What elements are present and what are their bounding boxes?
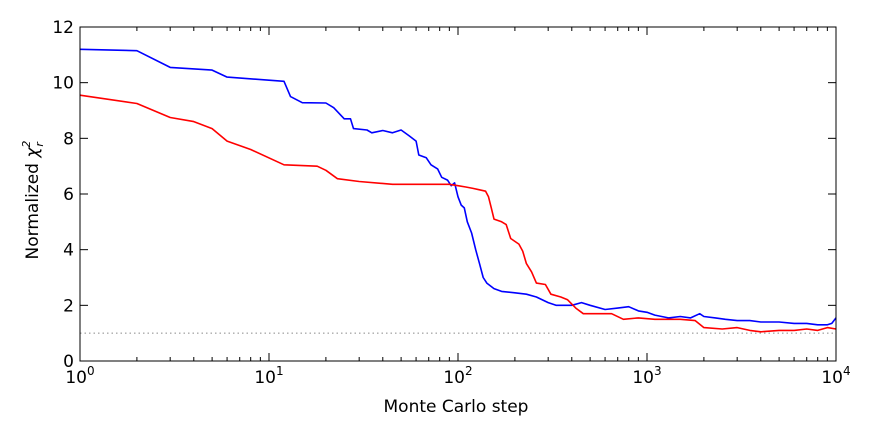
y-axis-label-symbol: χ bbox=[23, 147, 43, 159]
x-tick-label-exp: 4 bbox=[843, 364, 851, 378]
series-line-2 bbox=[79, 94, 837, 333]
x-ticks: 100 101 102 103 104 bbox=[65, 27, 851, 388]
x-axis-label: Monte Carlo step bbox=[384, 397, 529, 417]
x-tick-label-exp: 2 bbox=[465, 364, 473, 378]
x-tick-label: 100 bbox=[65, 364, 94, 388]
y-axis-label-sup: 2 bbox=[20, 141, 33, 148]
y-tick-label: 8 bbox=[63, 129, 74, 149]
x-tick-label-exp: 1 bbox=[276, 364, 284, 378]
series-layer bbox=[79, 48, 837, 333]
y-ticks: 0 2 4 6 8 10 12 bbox=[52, 18, 836, 372]
x-tick-label: 104 bbox=[821, 364, 850, 388]
x-tick-label-exp: 0 bbox=[87, 364, 95, 378]
y-tick-label: 2 bbox=[63, 296, 74, 316]
x-tick-label: 101 bbox=[254, 364, 283, 388]
series-line-1 bbox=[79, 48, 837, 326]
x-tick-label-base: 10 bbox=[632, 368, 654, 388]
x-tick-label-exp: 3 bbox=[654, 364, 662, 378]
y-tick-label: 10 bbox=[52, 74, 74, 94]
x-tick-label-base: 10 bbox=[65, 368, 87, 388]
y-axis-label-main: Normalized bbox=[23, 158, 43, 260]
y-tick-label: 4 bbox=[63, 241, 74, 261]
y-tick-label: 0 bbox=[63, 352, 74, 372]
y-tick-label: 6 bbox=[63, 185, 74, 205]
x-tick-label: 103 bbox=[632, 364, 661, 388]
y-tick-label: 12 bbox=[52, 18, 74, 38]
y-axis-label: Normalized χ2r bbox=[20, 141, 46, 260]
x-tick-label: 102 bbox=[443, 364, 472, 388]
y-axis-label-sub: r bbox=[33, 141, 46, 147]
x-tick-label-base: 10 bbox=[254, 368, 276, 388]
x-tick-label-base: 10 bbox=[443, 368, 465, 388]
x-tick-label-base: 10 bbox=[821, 368, 843, 388]
